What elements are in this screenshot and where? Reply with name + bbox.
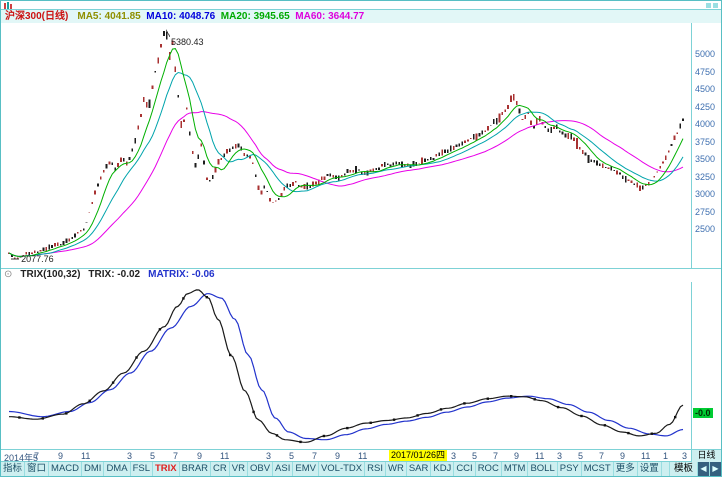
- tab-mcst[interactable]: MCST: [582, 462, 614, 476]
- tab-macd[interactable]: MACD: [49, 462, 83, 476]
- trix-axis: -0.0: [691, 282, 721, 450]
- timeline-label: 9: [620, 451, 626, 461]
- timeline-label: 5: [472, 451, 478, 461]
- timeline-label: 7: [34, 451, 40, 461]
- ma-label: MA20: 3945.65: [220, 11, 290, 22]
- trix-title: TRIX(100,32): [20, 269, 81, 280]
- tab-fsl[interactable]: FSL: [131, 462, 153, 476]
- price-axis: 2500 2750 3000 3250 3500 3750 4000 4250 4500 4750…: [691, 23, 721, 268]
- timeline-label: 9: [514, 451, 520, 461]
- nav-prev-icon[interactable]: ◀: [697, 462, 709, 476]
- price-axis-tick: 4750: [695, 66, 716, 77]
- tab-obv[interactable]: OBV: [248, 462, 274, 476]
- timeline-label: 11: [535, 451, 545, 461]
- tab-指标[interactable]: 指标: [1, 462, 26, 476]
- titlebar: [1, 1, 721, 10]
- tab-psy[interactable]: PSY: [558, 462, 582, 476]
- trix-header: ⊙ TRIX(100,32) TRIX: -0.02 MATRIX: -0.06: [1, 269, 721, 282]
- svg-text:5380.43: 5380.43: [171, 37, 204, 47]
- ma-values: MA5: 4041.85 MA10: 4048.76 MA20: 3945.65…: [77, 10, 367, 23]
- tab-wr[interactable]: WR: [386, 462, 407, 476]
- tabbar-spacer: [662, 462, 669, 476]
- price-axis-tick: 4500: [695, 84, 716, 94]
- symbol-title: 沪深300(日线): [5, 11, 69, 22]
- timeline-axis: 2017/01/26四 日线 2014年5 7 9 11 3 5 7 9 11 3 5 7 9 11 3 5 7…: [1, 449, 721, 463]
- tab-trix[interactable]: TRIX: [153, 462, 180, 476]
- period-selector[interactable]: 日线: [691, 450, 721, 462]
- candlestick-logo-icon: [4, 1, 12, 9]
- trix-value: TRIX: -0.02: [88, 269, 141, 280]
- timeline-label: 5: [150, 451, 156, 461]
- trix-plot-area: -0.0: [1, 282, 721, 450]
- price-axis-tick: 4250: [695, 101, 716, 112]
- tab-emv[interactable]: EMV: [293, 462, 319, 476]
- price-header: 沪深300(日线) MA5: 4041.85 MA10: 4048.76 MA2…: [1, 10, 721, 23]
- tab-rsi[interactable]: RSI: [365, 462, 386, 476]
- timeline-label: 3: [266, 451, 272, 461]
- price-axis-tick: 5000: [695, 49, 716, 59]
- tab-asi[interactable]: ASI: [273, 462, 294, 476]
- trix-plot[interactable]: [1, 282, 691, 450]
- matrix-value: MATRIX: -0.06: [148, 269, 215, 280]
- corner-dots-icon: [706, 2, 718, 8]
- cycle-indicator-icon[interactable]: ⊙: [4, 269, 13, 280]
- price-axis-tick: 3250: [695, 171, 716, 182]
- timeline-label: 3: [127, 451, 133, 461]
- tab-窗口[interactable]: 窗口: [25, 462, 50, 476]
- tab-vr[interactable]: VR: [230, 462, 248, 476]
- timeline-label: 9: [58, 451, 64, 461]
- timeline-label: 7: [599, 451, 605, 461]
- tab-brar[interactable]: BRAR: [180, 462, 212, 476]
- tab-cci[interactable]: CCI: [454, 462, 476, 476]
- price-axis-tick: 4000: [695, 119, 716, 129]
- tab-dmi[interactable]: DMI: [82, 462, 105, 476]
- trix-value-tag: -0.0: [693, 408, 713, 419]
- timeline-label: 11: [358, 451, 368, 461]
- timeline-label: 7: [173, 451, 179, 461]
- timeline-label: 3: [451, 451, 457, 461]
- price-panel: 沪深300(日线) MA5: 4041.85 MA10: 4048.76 MA2…: [1, 10, 721, 268]
- price-plot-area: 5380.43 2077.76 2500 2750 3000 3250 3500 3750 4…: [1, 23, 721, 268]
- nav-next-icon[interactable]: ▶: [709, 462, 721, 476]
- tab-kdj[interactable]: KDJ: [431, 462, 455, 476]
- template-button[interactable]: 模板: [668, 462, 697, 476]
- timeline-label: 11: [641, 451, 651, 461]
- timeline-label: 2014年5: [4, 453, 39, 463]
- price-axis-tick: 3000: [695, 189, 716, 199]
- tab-设置[interactable]: 设置: [638, 462, 662, 476]
- timeline-label: 1: [663, 451, 669, 461]
- ma-label: MA5: 4041.85: [77, 11, 141, 22]
- tab-boll[interactable]: BOLL: [528, 462, 558, 476]
- svg-text:2077.76: 2077.76: [21, 254, 54, 264]
- ma-label: MA10: 4048.76: [146, 11, 216, 22]
- timeline-label: 7: [312, 451, 318, 461]
- indicator-tabbar: 指标 窗口 MACD DMI DMA FSL TRIX BRAR CR VR OBV ASI EMV VO…: [1, 461, 721, 476]
- timeline-label: 9: [335, 451, 341, 461]
- price-axis-tick: 2500: [695, 224, 716, 234]
- timeline-label: 9: [197, 451, 203, 461]
- timeline-label: 3: [682, 451, 688, 461]
- timeline-label: 11: [81, 451, 91, 461]
- price-axis-tick: 3750: [695, 136, 716, 147]
- tab-vol-tdx[interactable]: VOL-TDX: [319, 462, 366, 476]
- tab-dma[interactable]: DMA: [104, 462, 131, 476]
- cursor-date-badge: 2017/01/26四: [389, 450, 448, 461]
- timeline-label: 11: [220, 451, 230, 461]
- timeline-label: 5: [578, 451, 584, 461]
- tab-sar[interactable]: SAR: [407, 462, 432, 476]
- tab-roc[interactable]: ROC: [476, 462, 502, 476]
- price-plot[interactable]: 5380.43 2077.76: [1, 23, 691, 268]
- tab-更多[interactable]: 更多: [614, 462, 638, 476]
- timeline-label: 5: [289, 451, 295, 461]
- timeline-label: 7: [493, 451, 499, 461]
- trix-panel: ⊙ TRIX(100,32) TRIX: -0.02 MATRIX: -0.06…: [1, 268, 721, 450]
- timeline-label: 3: [557, 451, 563, 461]
- price-axis-tick: 3500: [695, 154, 716, 164]
- ma-label: MA60: 3644.77: [295, 11, 365, 22]
- tab-mtm[interactable]: MTM: [502, 462, 529, 476]
- price-axis-tick: 2750: [695, 206, 716, 217]
- tab-cr[interactable]: CR: [211, 462, 230, 476]
